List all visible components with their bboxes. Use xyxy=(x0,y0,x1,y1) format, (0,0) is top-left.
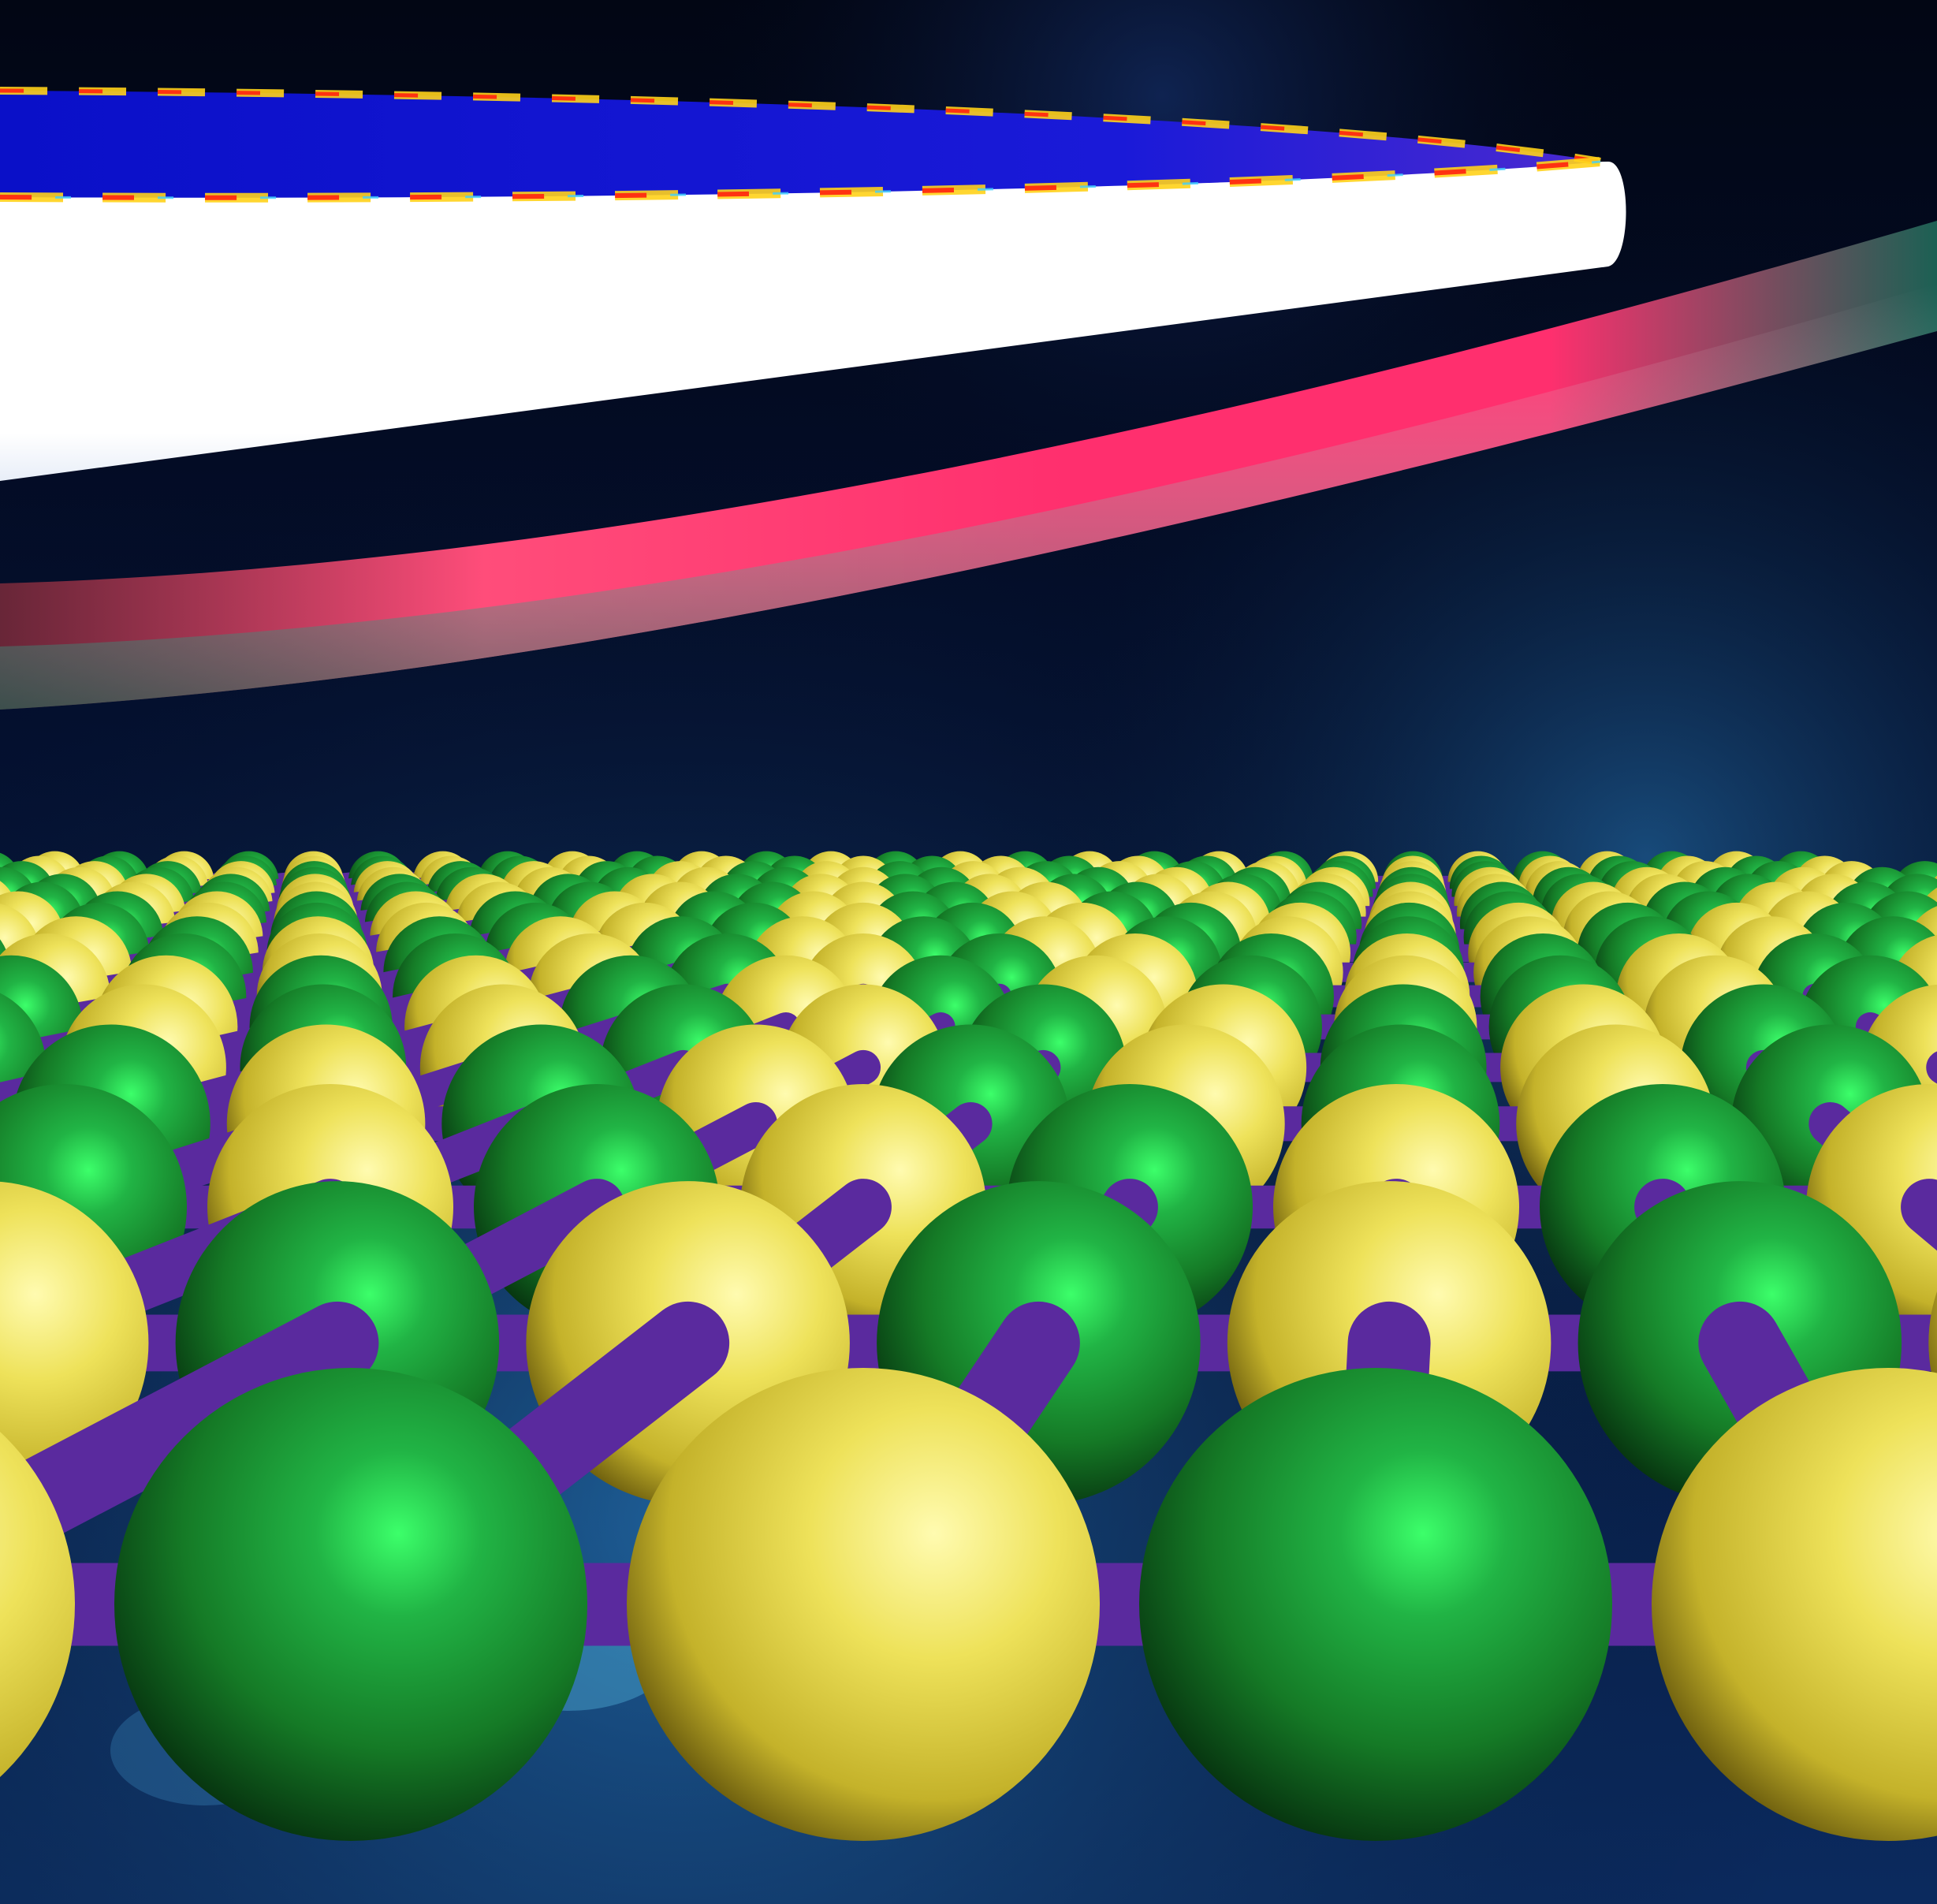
green-atom xyxy=(1139,1368,1612,1841)
microdisk-resonator xyxy=(0,87,1626,481)
yellow-atom xyxy=(1928,1291,1937,1395)
green-atom xyxy=(114,1368,587,1841)
yellow-atom xyxy=(627,1368,1100,1841)
yellow-atom xyxy=(0,1432,75,1777)
waveguide xyxy=(0,221,1937,710)
atomic-lattice xyxy=(0,851,1937,1841)
yellow-atom xyxy=(1652,1368,1937,1841)
bond xyxy=(0,1301,379,1567)
